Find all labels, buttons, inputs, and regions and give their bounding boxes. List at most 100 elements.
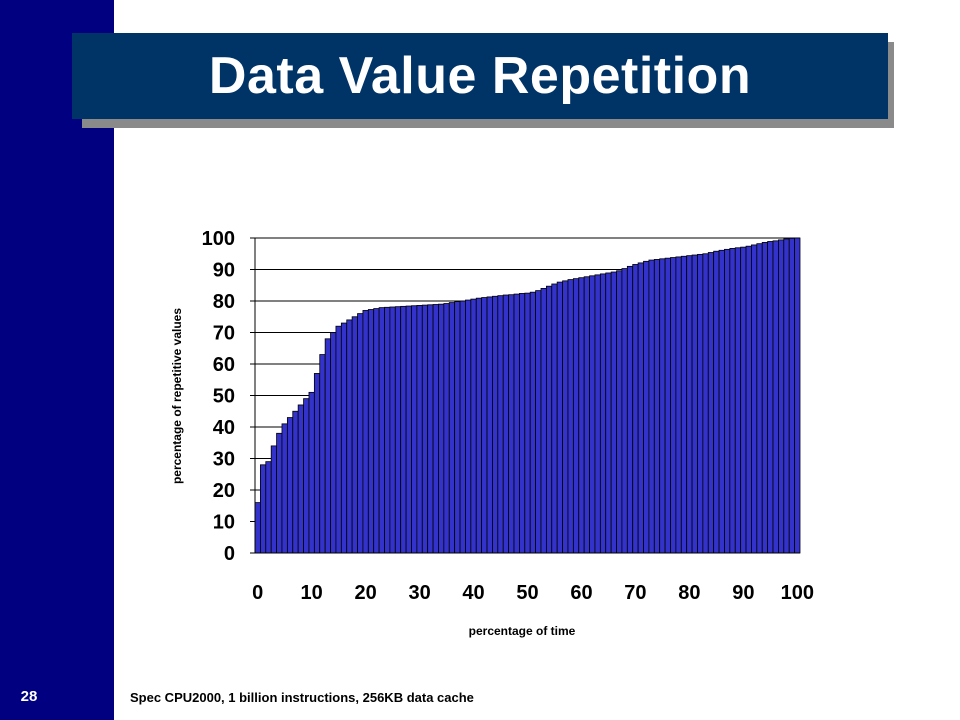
bar	[497, 295, 504, 554]
x-tick-label: 40	[462, 582, 484, 604]
bar	[276, 432, 283, 554]
bar	[697, 253, 704, 554]
bar	[540, 287, 547, 554]
bar	[599, 273, 607, 554]
bar	[594, 274, 601, 554]
bar	[448, 302, 456, 554]
bar	[265, 461, 272, 554]
bar	[405, 305, 412, 554]
bar	[416, 305, 423, 554]
bar	[562, 280, 569, 554]
bar	[670, 257, 677, 554]
x-tick-label: 30	[408, 582, 430, 604]
bar	[794, 237, 801, 554]
bar	[616, 270, 623, 554]
slide-number: 28	[20, 688, 38, 705]
bar	[286, 417, 294, 554]
bar	[394, 306, 402, 554]
x-tick-label: 60	[570, 582, 592, 604]
bar	[459, 300, 466, 554]
x-tick-label: 0	[252, 582, 263, 604]
bar	[756, 243, 763, 554]
bar	[734, 247, 742, 554]
bar	[492, 295, 499, 554]
bar	[643, 260, 650, 554]
bar	[475, 297, 483, 554]
y-tick-label: 0	[224, 543, 235, 565]
x-tick-label: 20	[354, 582, 376, 604]
bar	[389, 306, 396, 554]
y-tick-label: 80	[213, 291, 235, 313]
bar	[508, 294, 515, 554]
y-tick-label: 60	[213, 354, 235, 376]
x-tick-label: 80	[678, 582, 700, 604]
bar	[432, 304, 439, 554]
bar	[783, 238, 790, 554]
bar	[621, 268, 628, 554]
bar	[702, 253, 709, 554]
bar	[340, 322, 348, 554]
y-tick-label: 30	[213, 449, 235, 471]
bar	[637, 262, 644, 554]
bar	[513, 293, 520, 554]
bar	[551, 283, 558, 554]
bar	[626, 265, 634, 554]
bar	[745, 245, 752, 554]
bar	[313, 373, 321, 554]
bar	[502, 294, 510, 554]
bar	[330, 332, 337, 554]
bar	[680, 255, 688, 554]
bar	[319, 354, 326, 554]
x-tick-label: 100	[781, 582, 814, 604]
bar	[384, 306, 391, 554]
y-tick-label: 50	[213, 386, 235, 408]
bar	[535, 290, 542, 554]
bar	[583, 276, 590, 554]
bar	[438, 303, 445, 554]
bar	[378, 307, 385, 554]
bar	[778, 239, 785, 554]
x-tick-labels: 0 10 20 30 40 50 60 70 80 90 100	[252, 582, 814, 604]
bar	[691, 254, 698, 554]
y-tick-label: 40	[213, 417, 235, 439]
y-tick-label: 100	[202, 228, 235, 250]
axes	[250, 237, 800, 554]
bar	[632, 264, 639, 554]
bar	[610, 271, 617, 554]
bar	[729, 247, 736, 554]
bar	[529, 291, 536, 554]
bar	[589, 275, 596, 554]
bar	[761, 242, 769, 554]
bar	[572, 278, 580, 554]
y-tick-label: 10	[213, 512, 235, 534]
bar	[357, 313, 364, 554]
bar	[718, 249, 725, 554]
bar	[346, 319, 353, 554]
footnote: Spec CPU2000, 1 billion instructions, 25…	[130, 690, 474, 705]
bar	[400, 305, 407, 554]
bar	[421, 304, 429, 554]
bar	[675, 256, 682, 554]
bar	[740, 246, 747, 554]
bar	[335, 325, 342, 554]
bar	[259, 464, 267, 554]
bar	[767, 241, 774, 554]
bar	[270, 445, 277, 554]
bar	[292, 410, 299, 554]
y-tick-label: 90	[213, 260, 235, 282]
bar	[465, 299, 472, 554]
bar	[303, 398, 310, 554]
bar	[486, 296, 493, 554]
bar	[605, 272, 612, 554]
x-tick-label: 70	[624, 582, 646, 604]
bar	[367, 309, 375, 554]
bar	[686, 255, 693, 554]
slide-title: Data Value Repetition	[208, 47, 752, 105]
bar	[724, 248, 731, 554]
bar	[411, 305, 418, 554]
y-tick-labels: 0 10 20 30 40 50 60 70 80 90 100	[202, 228, 235, 565]
bar	[308, 391, 315, 554]
bar	[659, 258, 666, 554]
bar	[772, 240, 779, 554]
bar	[254, 502, 261, 554]
